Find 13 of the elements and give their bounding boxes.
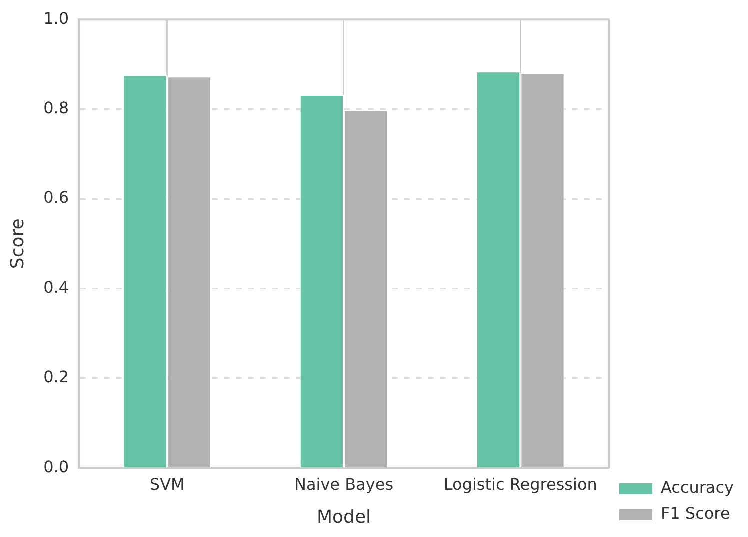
x-tick-label: Logistic Regression bbox=[444, 474, 598, 494]
legend-label: F1 Score bbox=[660, 504, 730, 524]
y-tick-label: 0.0 bbox=[44, 457, 70, 476]
y-tick-label: 0.8 bbox=[44, 98, 70, 118]
y-axis-title: Score bbox=[7, 218, 28, 270]
legend-label: Accuracy bbox=[660, 478, 734, 498]
y-tick-label: 0.4 bbox=[44, 278, 70, 297]
x-axis-title: Model bbox=[316, 506, 372, 528]
y-tick-label: 0.6 bbox=[44, 188, 70, 208]
y-tick-label: 0.2 bbox=[44, 368, 70, 387]
y-tick-label: 1.0 bbox=[44, 8, 70, 28]
x-tick-label: Naive Bayes bbox=[294, 474, 394, 494]
x-tick-label: SVM bbox=[150, 474, 185, 494]
